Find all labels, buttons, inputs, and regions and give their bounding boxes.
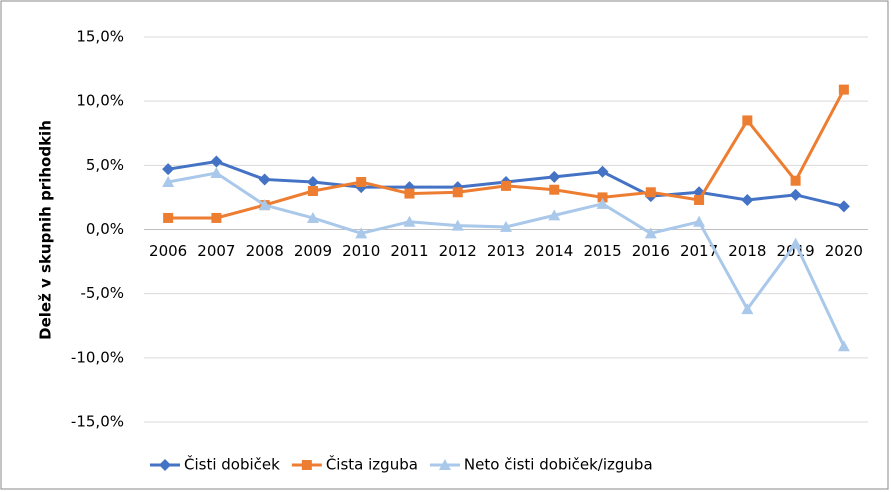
- x-tick-label: 2020: [825, 242, 863, 260]
- x-tick-label: 2009: [294, 242, 332, 260]
- marker: [163, 212, 174, 223]
- marker: [596, 165, 609, 178]
- marker: [301, 460, 312, 470]
- x-tick-label: 2008: [246, 242, 284, 260]
- marker: [741, 303, 754, 315]
- marker: [451, 219, 464, 231]
- marker: [159, 459, 171, 471]
- x-tick-label: 2016: [632, 242, 670, 260]
- marker: [644, 227, 657, 239]
- y-axis-label: Delež v skupnih prihodkih: [37, 120, 55, 340]
- y-tick-label: -10,0%: [71, 348, 124, 366]
- marker: [500, 220, 512, 232]
- x-tick-label: 2017: [680, 242, 718, 260]
- x-tick-label: 2013: [487, 242, 525, 260]
- marker: [162, 163, 175, 176]
- legend-label: Čista izguba: [326, 455, 418, 474]
- marker: [355, 227, 368, 239]
- marker: [741, 193, 754, 206]
- marker: [210, 155, 223, 168]
- legend-label: Neto čisti dobiček/izguba: [464, 456, 653, 474]
- marker: [356, 177, 367, 188]
- y-tick-label: -15,0%: [71, 413, 124, 431]
- x-tick-label: 2007: [197, 242, 235, 260]
- marker: [838, 84, 849, 95]
- x-tick-label: 2006: [149, 242, 187, 260]
- marker: [404, 188, 415, 199]
- x-tick-label: 2014: [535, 242, 573, 260]
- marker: [162, 176, 175, 188]
- marker: [549, 184, 560, 195]
- marker: [742, 115, 753, 126]
- y-tick-label: 0,0%: [86, 220, 124, 238]
- marker: [258, 173, 271, 186]
- marker: [789, 237, 802, 249]
- x-tick-label: 2011: [390, 242, 428, 260]
- y-tick-label: 15,0%: [76, 28, 124, 46]
- marker: [501, 180, 511, 191]
- marker: [548, 170, 561, 183]
- marker: [837, 340, 850, 352]
- marker: [596, 197, 609, 209]
- y-tick-label: -5,0%: [80, 284, 124, 302]
- marker: [306, 211, 319, 223]
- y-tick-label: 5,0%: [86, 156, 124, 174]
- x-tick-label: 2010: [342, 242, 380, 260]
- marker: [693, 215, 706, 227]
- legend-label: Čisti dobiček: [184, 455, 280, 474]
- marker: [790, 175, 801, 186]
- marker: [438, 459, 451, 470]
- x-tick-label: 2018: [728, 242, 766, 260]
- marker: [789, 188, 802, 201]
- marker: [211, 212, 222, 223]
- marker: [307, 186, 318, 196]
- x-tick-label: 2012: [439, 242, 477, 260]
- marker: [837, 200, 850, 213]
- marker: [645, 187, 656, 198]
- marker: [210, 167, 223, 179]
- marker: [258, 199, 271, 211]
- marker: [694, 194, 705, 205]
- x-tick-label: 2015: [583, 242, 621, 260]
- y-tick-label: 10,0%: [76, 92, 124, 110]
- marker: [548, 209, 561, 221]
- marker: [452, 187, 463, 198]
- marker: [306, 176, 319, 189]
- marker: [403, 215, 416, 227]
- marker: [597, 192, 608, 203]
